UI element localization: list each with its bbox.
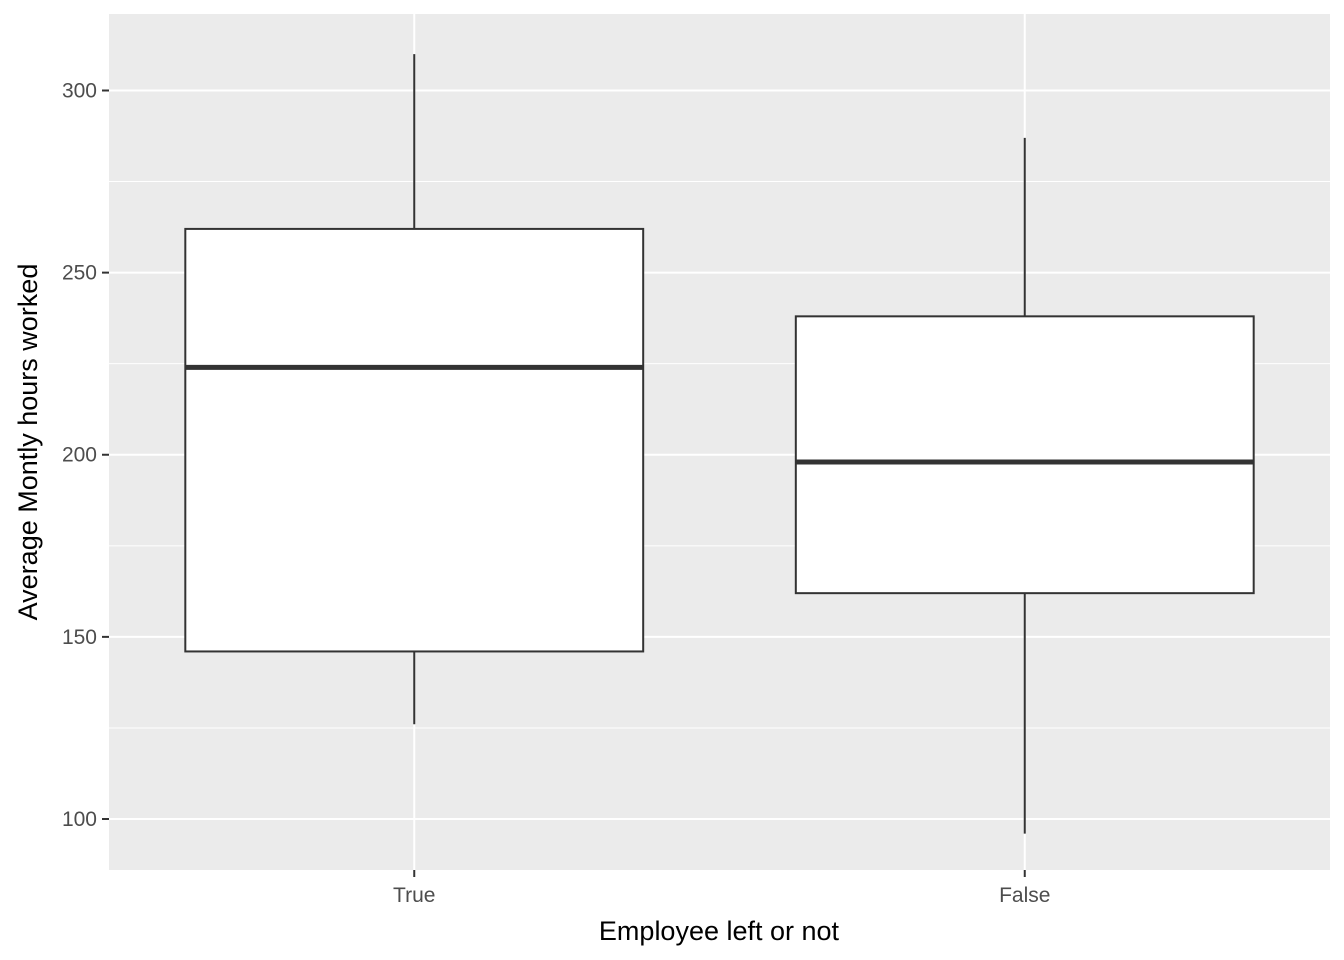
box-iqr (184, 227, 645, 653)
x-axis-title: Employee left or not (599, 916, 840, 946)
y-tick-label: 300 (62, 79, 97, 102)
box-true (184, 54, 645, 725)
y-tick-label: 150 (62, 626, 97, 649)
box-false (794, 137, 1255, 834)
x-tick-label: False (999, 884, 1050, 907)
y-tick-label: 200 (62, 444, 97, 467)
x-tick-label: True (393, 884, 435, 907)
box-iqr (794, 315, 1255, 595)
y-tick-label: 100 (62, 808, 97, 831)
box-series (184, 54, 1255, 834)
y-axis-title: Average Montly hours worked (13, 264, 43, 621)
y-tick-label: 250 (62, 262, 97, 285)
axes: 100 150 200 250 300 True False (62, 79, 1050, 907)
